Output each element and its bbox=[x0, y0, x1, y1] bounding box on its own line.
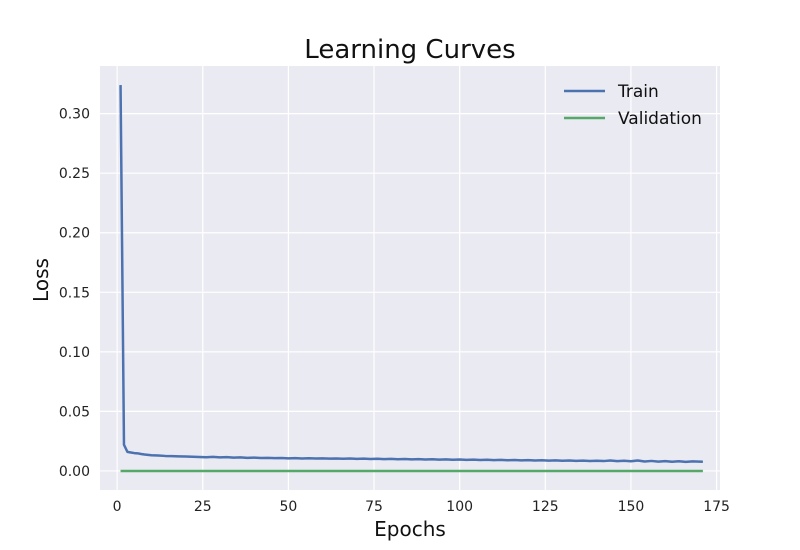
series-layer bbox=[119, 85, 703, 473]
x-tick-label: 150 bbox=[618, 499, 645, 515]
x-tick-label: 175 bbox=[703, 499, 730, 515]
y-tick-label: 0.10 bbox=[59, 345, 90, 361]
y-tick-label: 0.25 bbox=[59, 166, 90, 182]
x-tick-label: 50 bbox=[279, 499, 297, 515]
x-axis-label: Epochs bbox=[374, 517, 446, 541]
y-tick-label: 0.15 bbox=[59, 285, 90, 301]
legend: Train Validation bbox=[564, 82, 702, 129]
y-tick-label: 0.30 bbox=[59, 107, 90, 123]
series-line-train bbox=[119, 85, 703, 464]
x-tick-label: 100 bbox=[446, 499, 473, 515]
x-tick-label: 0 bbox=[113, 499, 122, 515]
legend-label-validation: Validation bbox=[618, 109, 702, 129]
legend-label-train: Train bbox=[617, 82, 659, 102]
y-tick-label: 0.00 bbox=[59, 464, 90, 480]
tick-labels: 0 25 50 75 100 125 150 175 0.00 0.05 0.10 0.15 0.20 0… bbox=[59, 107, 730, 515]
x-tick-label: 125 bbox=[532, 499, 559, 515]
x-tick-label: 75 bbox=[365, 499, 383, 515]
x-tick-label: 25 bbox=[194, 499, 212, 515]
plot-background bbox=[100, 66, 720, 490]
y-tick-label: 0.20 bbox=[59, 226, 90, 242]
grid-lines bbox=[100, 66, 720, 490]
chart-title: Learning Curves bbox=[304, 35, 515, 65]
y-axis-label: Loss bbox=[29, 258, 53, 302]
y-tick-label: 0.05 bbox=[59, 404, 90, 420]
